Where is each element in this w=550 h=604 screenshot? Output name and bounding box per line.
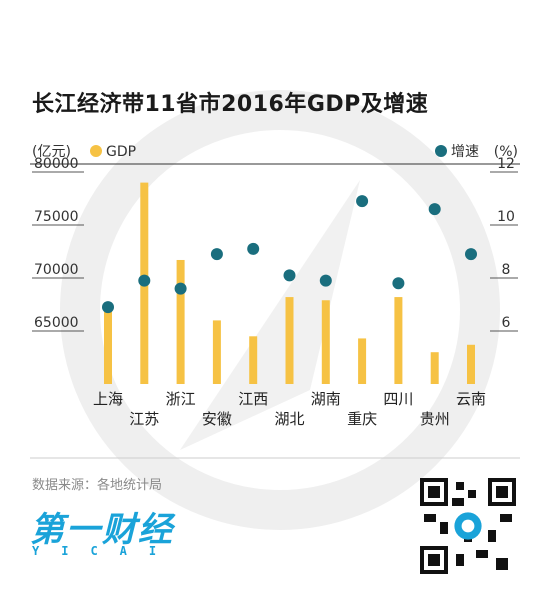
- qr-code-icon: [420, 478, 516, 574]
- brand-logo: 第一财经 YICAI: [30, 502, 210, 562]
- gdp-bar: [285, 297, 294, 384]
- left-tick-label: 65000: [34, 315, 79, 331]
- category-label: 安徽: [202, 410, 232, 428]
- right-tick-label: 10: [497, 209, 515, 225]
- gdp-bar: [104, 309, 112, 384]
- right-tick-label: 8: [502, 262, 511, 278]
- growth-dot: [247, 242, 260, 255]
- gdp-bar: [249, 336, 258, 384]
- category-label: 贵州: [420, 410, 450, 428]
- left-tick-label: 75000: [34, 209, 79, 225]
- category-label: 江西: [238, 390, 268, 408]
- category-label: 江苏: [129, 410, 159, 428]
- chart-title: 长江经济带11省市2016年GDP及增速: [32, 92, 429, 117]
- gdp-bar: [430, 352, 439, 384]
- growth-dot: [356, 195, 369, 208]
- watermark-logo: [60, 90, 500, 530]
- left-axis-label: (亿元): [32, 144, 71, 160]
- legend-gdp-swatch: [90, 145, 102, 157]
- category-label: 四川: [383, 390, 413, 408]
- gdp-bar: [358, 338, 367, 384]
- category-label: 上海: [93, 390, 123, 408]
- legend-growth-swatch: [435, 145, 447, 157]
- gdp-bar: [176, 259, 185, 384]
- right-tick-label: 12: [497, 156, 515, 172]
- category-label: 湖北: [274, 410, 304, 428]
- growth-dot: [138, 274, 151, 287]
- left-tick-label: 70000: [34, 262, 79, 278]
- growth-dot: [210, 248, 223, 261]
- right-axis-label: (%): [494, 144, 518, 160]
- data-source-note: 数据来源：各地统计局: [32, 478, 163, 493]
- gdp-bar: [467, 344, 475, 384]
- left-tick-label: 80000: [34, 156, 79, 172]
- brand-sub: YICAI: [32, 544, 179, 558]
- legend-gdp-label: GDP: [106, 144, 136, 160]
- gdp-bar: [212, 320, 221, 384]
- gdp-bar: [394, 297, 403, 384]
- growth-dot: [392, 277, 405, 290]
- growth-dot: [428, 203, 441, 216]
- category-label: 重庆: [347, 410, 377, 428]
- growth-dot: [319, 274, 332, 287]
- brand-name: 第一财经: [30, 510, 174, 550]
- legend-growth-label: 增速: [451, 144, 479, 160]
- growth-dot: [465, 248, 477, 261]
- category-label: 浙江: [166, 390, 196, 408]
- category-label: 云南: [456, 390, 486, 408]
- gdp-bar: [321, 300, 330, 384]
- right-tick-label: 6: [502, 315, 511, 331]
- growth-dot: [102, 301, 114, 314]
- growth-dot: [174, 282, 187, 295]
- growth-dot: [283, 269, 296, 282]
- category-label: 湖南: [311, 390, 341, 408]
